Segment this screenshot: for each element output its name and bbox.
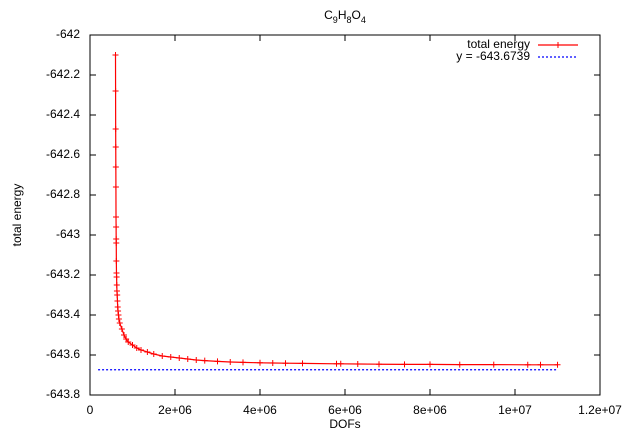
y-tick-label: -643.8 [46,387,80,401]
point-marker [112,144,119,150]
y-tick-label: -642.4 [46,107,80,121]
point-marker [113,240,120,246]
legend-label: y = -643.6739 [456,49,530,63]
y-axis-label: total energy [10,184,24,247]
point-marker [113,274,120,280]
y-tick-label: -642 [56,27,80,41]
y-tick-label: -643.2 [46,267,80,281]
point-marker [427,361,433,368]
point-marker [125,339,132,345]
point-marker [193,357,200,363]
point-marker [118,326,125,332]
legend-marker [555,42,561,48]
point-marker [113,224,120,230]
plot-frame [89,34,601,396]
y-tick-label: -642.2 [46,67,80,81]
point-marker [537,361,544,368]
point-marker [354,361,361,367]
point-marker [257,359,263,366]
y-tick-label: -642.8 [46,187,80,201]
point-marker [112,164,119,170]
point-marker [167,354,174,360]
y-tick-label: -643.4 [46,307,80,321]
point-marker [138,347,144,353]
point-marker [150,351,157,357]
x-tick-label: 6e+06 [328,403,362,417]
point-marker [337,360,344,367]
x-axis-label: DOFs [329,417,360,431]
point-marker [201,357,208,364]
point-marker [113,282,120,288]
x-tick-label: 8e+06 [413,403,447,417]
point-marker [456,361,463,368]
point-marker [129,342,136,348]
point-marker [113,214,120,220]
point-marker [299,360,306,367]
point-marker [113,258,120,264]
point-marker [401,361,408,368]
point-marker [554,361,561,368]
x-tick-label: 2e+06 [158,403,192,417]
point-marker [112,88,119,94]
point-marker [112,52,119,58]
point-marker [524,361,531,368]
point-marker [114,292,121,298]
x-tick-label: 1e+07 [498,403,532,417]
point-marker [214,358,221,365]
point-marker [490,361,497,368]
point-marker [282,360,289,367]
point-marker [376,361,382,368]
point-marker [112,184,119,190]
point-marker [240,359,246,366]
x-tick-label: 1.2e+07 [578,403,622,417]
legend-label: total energy [467,37,530,51]
series-line [114,54,558,366]
point-marker [184,356,191,362]
point-marker [115,316,122,322]
y-tick-label: -643 [56,227,80,241]
point-marker [112,126,119,132]
y-tick-label: -643.6 [46,347,80,361]
point-marker [114,298,121,304]
point-marker [159,353,166,359]
point-marker [116,320,123,326]
x-tick-label: 0 [87,403,94,417]
y-tick-label: -642.6 [46,147,80,161]
chart-title: C9H8O4 [324,8,366,25]
point-marker [227,359,234,365]
point-marker [133,345,140,351]
point-marker [121,332,127,338]
point-marker [176,355,183,361]
point-marker [144,349,151,355]
point-marker [269,360,276,366]
x-tick-label: 4e+06 [243,403,277,417]
